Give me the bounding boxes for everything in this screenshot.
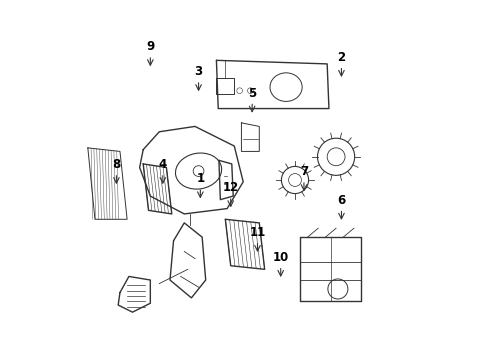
Text: 10: 10 <box>272 251 289 264</box>
Text: 7: 7 <box>300 165 308 178</box>
Text: 8: 8 <box>112 158 121 171</box>
Text: 5: 5 <box>248 87 256 100</box>
Text: 3: 3 <box>195 65 203 78</box>
Text: 4: 4 <box>159 158 167 171</box>
Text: 2: 2 <box>338 51 345 64</box>
Text: 9: 9 <box>146 40 154 53</box>
Text: 12: 12 <box>222 181 239 194</box>
Text: 6: 6 <box>337 194 345 207</box>
Text: 1: 1 <box>196 172 204 185</box>
Text: 11: 11 <box>249 226 266 239</box>
